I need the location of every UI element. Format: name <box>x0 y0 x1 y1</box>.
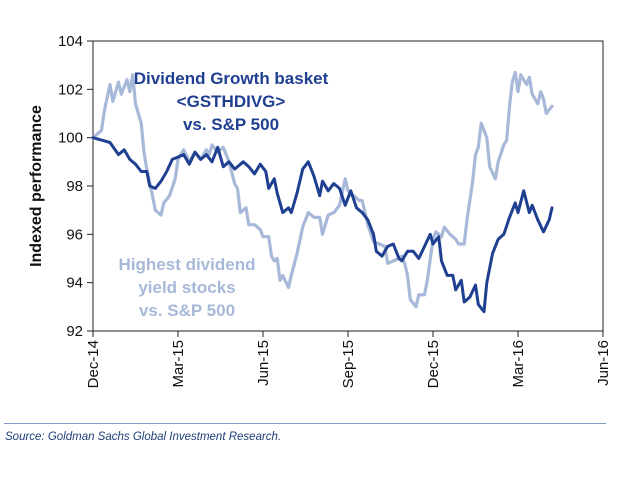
y-tick-label: 100 <box>58 130 83 147</box>
y-tick-label: 104 <box>58 33 83 50</box>
source-note: Source: Goldman Sachs Global Investment … <box>5 431 282 443</box>
x-tick-label: Sep-15 <box>340 340 357 388</box>
annotation-line: Highest dividend <box>119 255 256 274</box>
y-axis-title: Indexed performance <box>28 105 45 267</box>
x-tick-label: Mar-15 <box>170 340 187 388</box>
y-tick-label: 92 <box>66 323 83 340</box>
y-tick-label: 98 <box>66 178 83 195</box>
x-axis: Dec-14 Mar-15 Jun-15 Sep-15 Dec-15 Mar-16 Jun-… <box>85 331 612 388</box>
annotation-dividend-growth: Dividend Growth basket <GSTHDIVG> vs. S&P … <box>134 69 329 134</box>
x-tick-label: Dec-14 <box>85 340 102 388</box>
y-tick-label: 102 <box>58 81 83 98</box>
x-tick-label: Jun-16 <box>595 340 612 386</box>
y-tick-label: 96 <box>66 226 83 243</box>
y-axis: 92 94 96 98 100 102 104 <box>58 33 93 340</box>
annotation-line: Dividend Growth basket <box>134 69 329 88</box>
source-divider <box>4 423 606 424</box>
series-line-highest-yield <box>91 70 554 309</box>
x-tick-label: Mar-16 <box>510 340 527 388</box>
series-layer <box>91 70 554 314</box>
annotation-line: vs. S&P 500 <box>183 115 279 134</box>
x-tick-label: Dec-15 <box>425 340 442 388</box>
annotation-line: vs. S&P 500 <box>139 301 235 320</box>
y-tick-label: 94 <box>66 275 83 292</box>
chart: 92 94 96 98 100 102 104 Dec-14 Mar-15 Jun-15 Sep-… <box>28 33 612 388</box>
annotation-line: <GSTHDIVG> <box>177 92 286 111</box>
annotation-highest-yield: Highest dividend yield stocks vs. S&P 500 <box>119 255 256 320</box>
annotation-line: yield stocks <box>138 278 235 297</box>
x-tick-label: Jun-15 <box>255 340 272 386</box>
series-line-dividend-growth <box>91 136 554 314</box>
